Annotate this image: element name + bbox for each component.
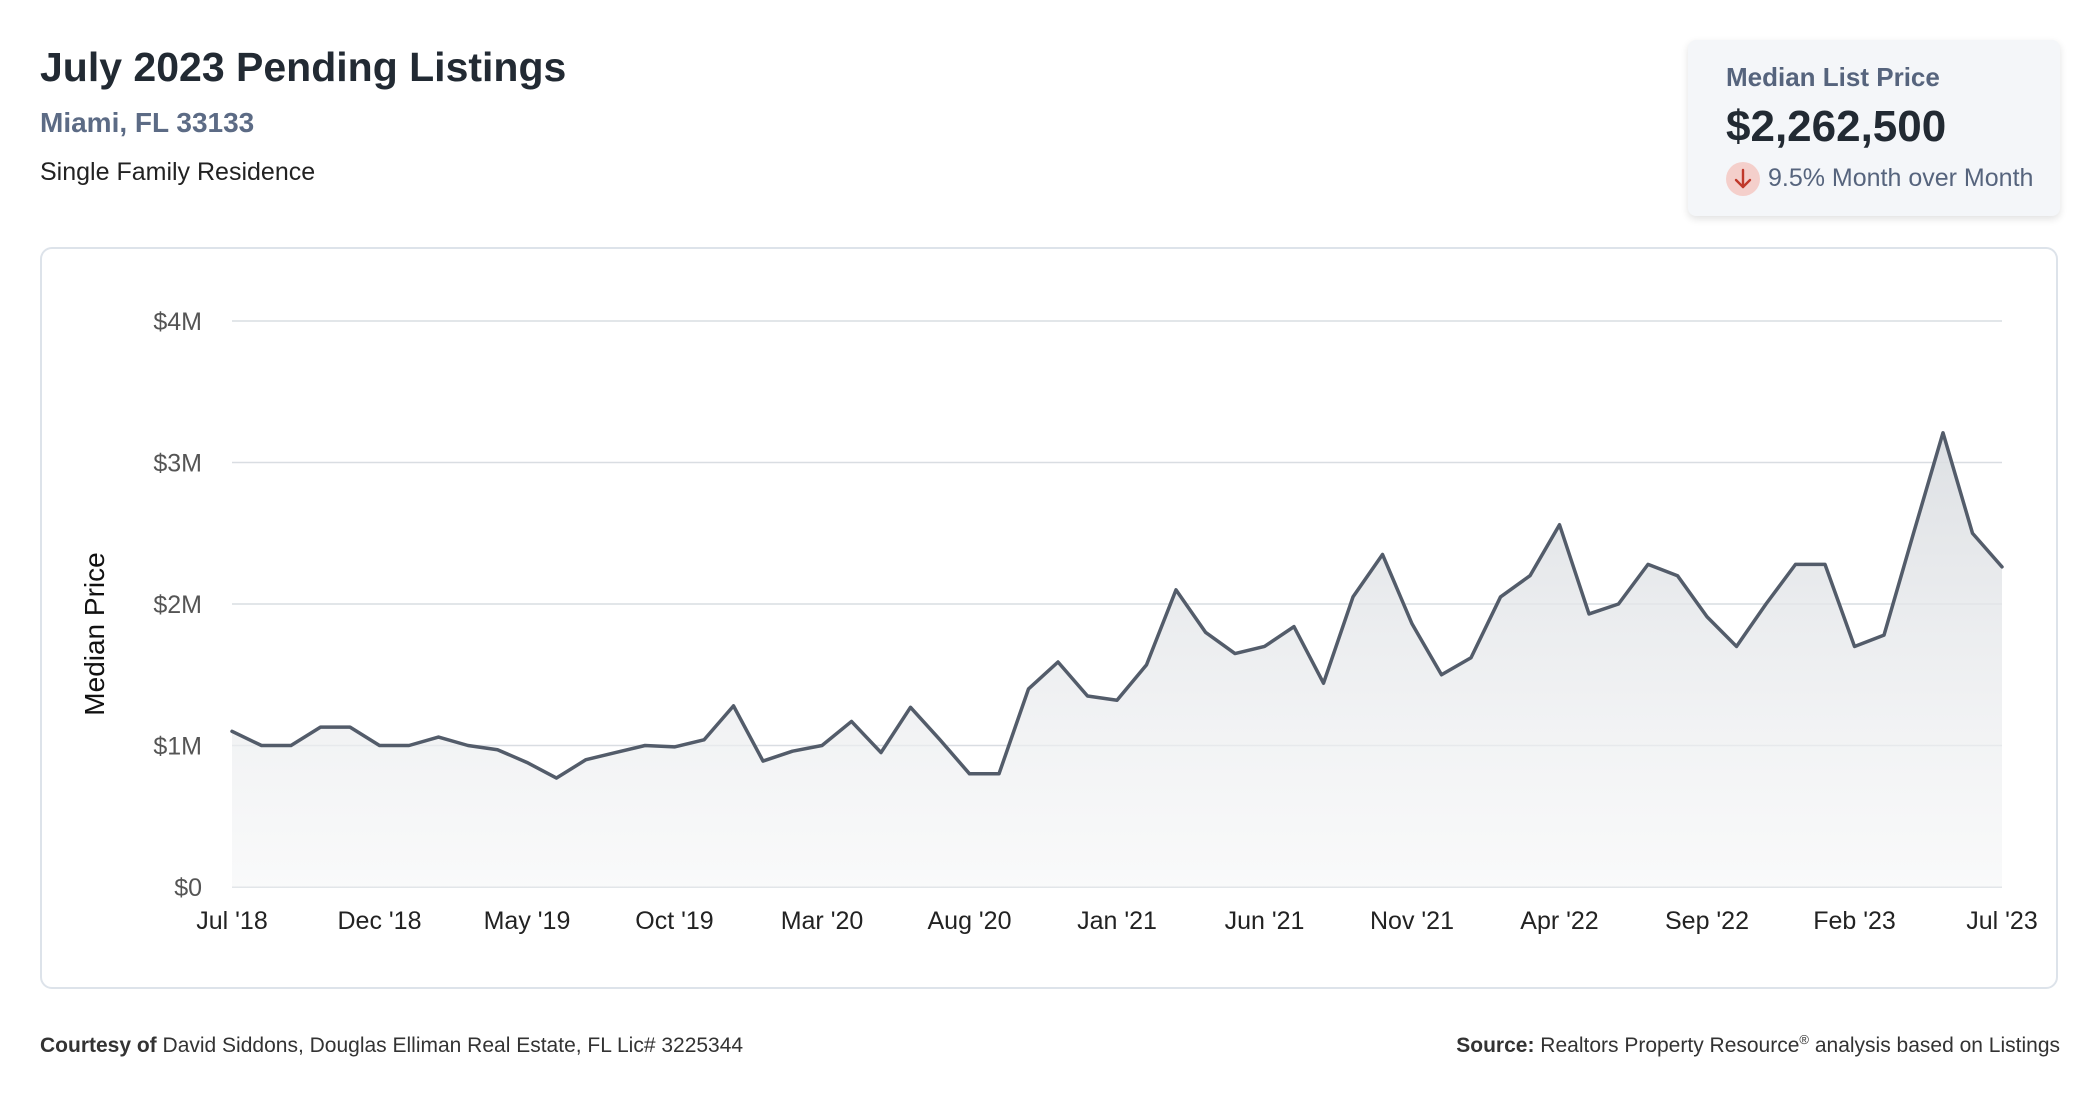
chart-card: $0 $1M $2M $3M $4M Median Price Jul '18 Dec '18… <box>40 247 2058 989</box>
x-tick-label: Aug '20 <box>927 907 1011 935</box>
x-tick-label: Dec '18 <box>338 907 422 935</box>
x-tick-label: May '19 <box>484 907 571 935</box>
area-fill <box>232 432 2002 887</box>
median-price-card: Median List Price $2,262,500 9.5% Month … <box>1688 40 2060 216</box>
x-tick-label: Jul '23 <box>1966 907 2037 935</box>
source-text: analysis based on Listings <box>1814 1034 2060 1057</box>
y-tick-label: $1M <box>153 733 202 761</box>
x-tick-label: Jul '18 <box>196 907 267 935</box>
arrow-down-icon <box>1726 162 1760 196</box>
x-tick-label: Oct '19 <box>635 907 713 935</box>
courtesy-label: Courtesy of <box>40 1034 157 1057</box>
x-tick-label: Nov '21 <box>1370 907 1454 935</box>
source-name: Realtors Property Resource <box>1540 1034 1800 1057</box>
property-type: Single Family Residence <box>40 158 316 186</box>
x-tick-label: Apr '22 <box>1520 907 1598 935</box>
stat-value: $2,262,500 <box>1726 102 1947 151</box>
page-title: July 2023 Pending Listings <box>40 44 567 90</box>
source-label: Source: <box>1456 1034 1535 1057</box>
y-axis-label: Median Price <box>79 552 110 715</box>
stat-label: Median List Price <box>1726 62 1940 92</box>
y-tick-label: $4M <box>153 308 202 336</box>
stat-change: 9.5% Month over Month <box>1768 164 2034 192</box>
y-tick-label: $3M <box>153 450 202 478</box>
footer-source: Source: Realtors Property Resource® anal… <box>1456 1032 2060 1058</box>
price-chart: $0 $1M $2M $3M $4M Median Price Jul '18 Dec '18… <box>79 308 2038 935</box>
location-subtitle: Miami, FL 33133 <box>40 107 255 138</box>
x-tick-label: Jan '21 <box>1077 907 1157 935</box>
footer-courtesy: Courtesy of David Siddons, Douglas Ellim… <box>40 1034 743 1058</box>
x-tick-label: Sep '22 <box>1665 907 1749 935</box>
registered-mark: ® <box>1799 1032 1809 1047</box>
x-tick-label: Feb '23 <box>1813 907 1896 935</box>
courtesy-text: David Siddons, Douglas Elliman Real Esta… <box>162 1034 744 1057</box>
y-tick-label: $0 <box>174 874 202 902</box>
series-line <box>230 431 2004 780</box>
x-tick-label: Mar '20 <box>781 907 864 935</box>
y-tick-label: $2M <box>153 591 202 619</box>
x-tick-label: Jun '21 <box>1225 907 1305 935</box>
